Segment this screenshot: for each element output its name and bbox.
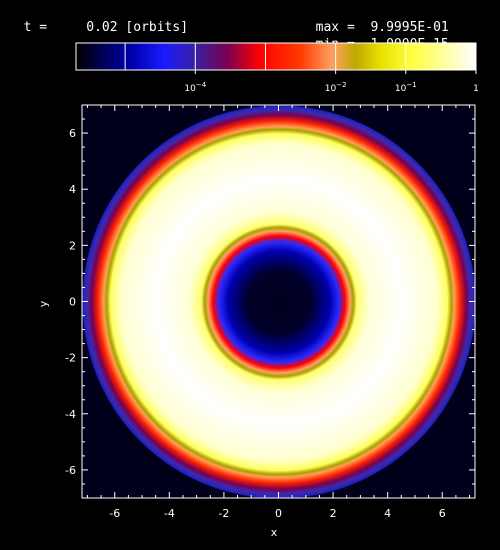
max-readout: max = 9.9995E-01 (300, 2, 449, 36)
plot-area: -6 -4 -2 0 2 4 6 -6 -4 -2 0 2 4 6 x y (37, 104, 476, 539)
x-tick-label: 6 (439, 507, 446, 520)
y-tick-label: -2 (65, 352, 76, 365)
max-label: max = (315, 20, 355, 35)
colorbar-gradient (76, 43, 476, 70)
axis-ticks: -6 -4 -2 0 2 4 6 -6 -4 -2 0 2 4 6 (65, 104, 475, 520)
y-tick-label: -6 (65, 464, 76, 477)
density-annulus (82, 105, 475, 498)
colorbar-tick-label: 10−1 (395, 81, 417, 94)
x-tick-label: -2 (218, 507, 229, 520)
y-axis-title: y (37, 300, 50, 307)
x-tick-label: 2 (330, 507, 337, 520)
x-axis-title: x (271, 526, 278, 539)
time-readout: t = 0.02 [orbits] (8, 2, 188, 36)
colorbar-dividers (124, 43, 407, 70)
time-value: 0.02 [orbits] (86, 20, 189, 35)
colorbar-frame (75, 42, 477, 71)
x-tick-label: -6 (109, 507, 120, 520)
x-tick-label: -4 (164, 507, 175, 520)
colorbar-tick-label: 10−4 (184, 81, 206, 94)
colorbar-tick-label: 1 (473, 84, 479, 94)
max-value: 9.9995E-01 (370, 20, 449, 35)
colorbar-tick-label: 10−2 (325, 81, 347, 94)
y-tick-label: 6 (69, 127, 76, 140)
y-tick-label: 4 (69, 183, 76, 196)
colorbar: 10−4 10−2 10−1 1 (75, 42, 479, 94)
time-label: t = (23, 20, 48, 35)
x-tick-label: 0 (275, 507, 282, 520)
x-tick-label: 4 (384, 507, 391, 520)
y-tick-label: 0 (69, 296, 76, 309)
colorbar-ticks: 10−4 10−2 10−1 1 (184, 70, 479, 94)
y-tick-label: -4 (65, 408, 76, 421)
y-tick-label: 2 (69, 239, 76, 252)
